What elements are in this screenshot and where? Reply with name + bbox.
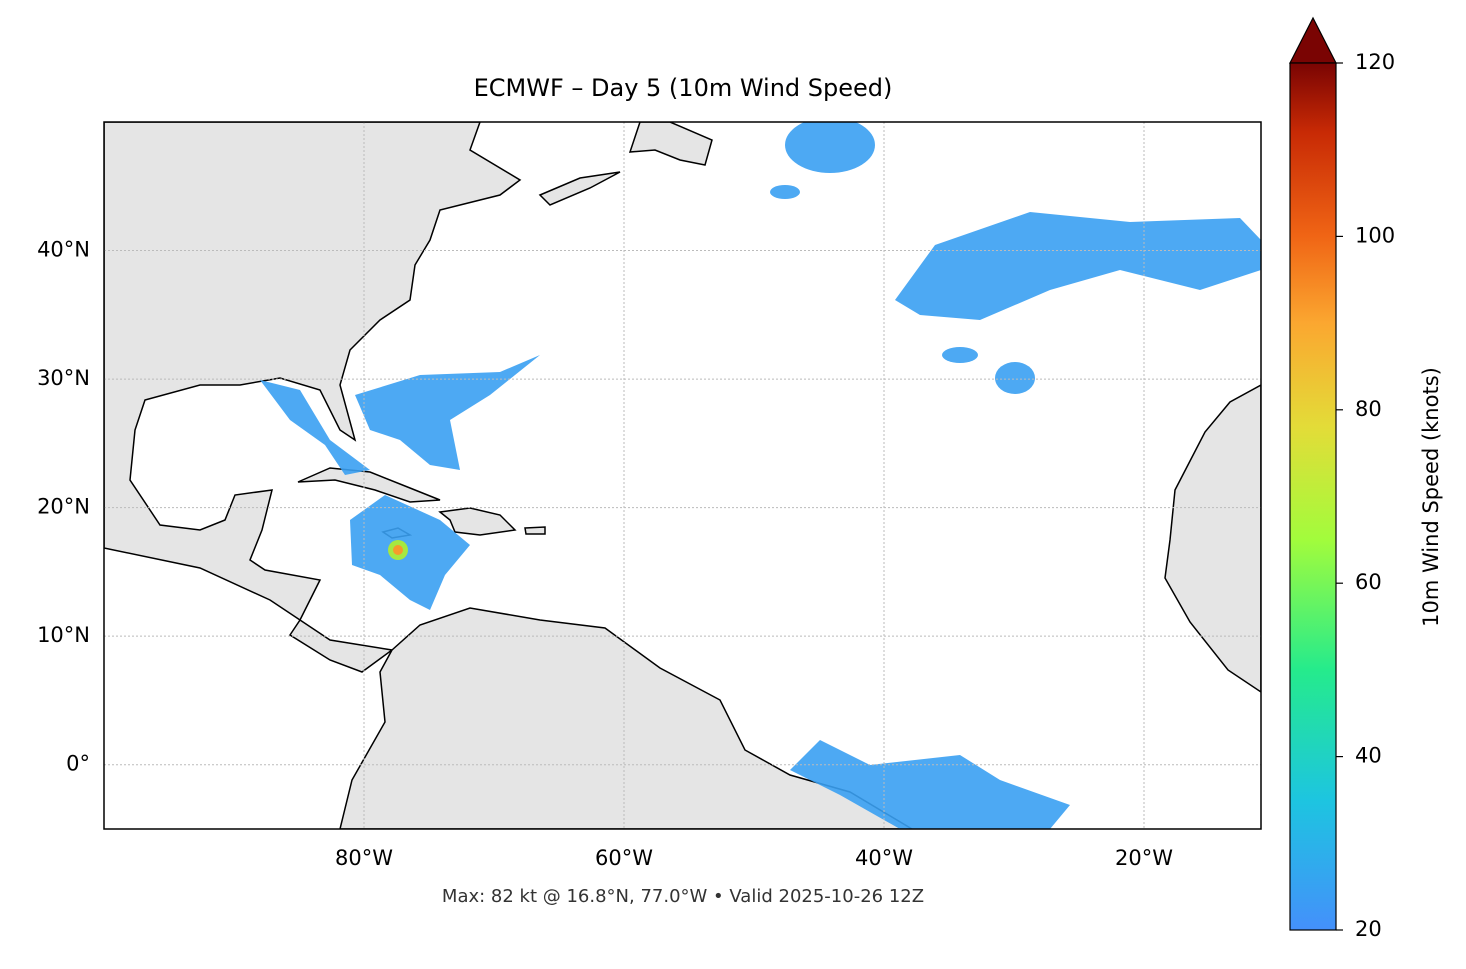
colorbar-tick-label: 100 xyxy=(1355,223,1395,247)
y-tick-label: 40°N xyxy=(37,238,90,262)
wind-area xyxy=(350,495,470,610)
grid xyxy=(104,122,1261,829)
newfoundland xyxy=(628,122,713,166)
map-frame xyxy=(103,121,1262,830)
wind-area xyxy=(260,380,370,475)
colorbar-tick-label: 80 xyxy=(1355,397,1382,421)
wind-field xyxy=(260,122,1261,829)
map-area xyxy=(104,122,1261,829)
wind-area xyxy=(995,362,1035,394)
north-america xyxy=(104,122,522,673)
wind-area xyxy=(895,212,1261,320)
colorbar-tick-label: 120 xyxy=(1355,50,1395,74)
africa xyxy=(1164,384,1261,693)
y-tick-label: 0° xyxy=(66,752,90,776)
colorbar-tick-label: 20 xyxy=(1355,917,1382,941)
axes: 80°W 60°W 40°W 20°W 0° 10°N 20°N 30°N 40°N 20 40 60… xyxy=(37,50,1395,941)
x-tick-label: 80°W xyxy=(335,846,393,870)
south-america xyxy=(339,607,914,829)
colorbar-extend xyxy=(1289,16,1337,64)
x-tick-label: 40°W xyxy=(855,846,913,870)
wind-area xyxy=(790,740,1070,829)
storm-core xyxy=(393,545,403,555)
wind-area xyxy=(942,347,978,363)
y-tick-label: 20°N xyxy=(37,495,90,519)
wind-area xyxy=(770,185,800,199)
y-tick-label: 10°N xyxy=(37,623,90,647)
colorbar-label: 10m Wind Speed (knots) xyxy=(1419,367,1443,627)
wind-area xyxy=(785,122,875,173)
x-tick-label: 20°W xyxy=(1115,846,1173,870)
nova-scotia xyxy=(538,171,621,206)
puerto-rico xyxy=(524,526,546,535)
colorbar-tick-label: 40 xyxy=(1355,744,1382,768)
footnote: Max: 82 kt @ 16.8°N, 77.0°W • Valid 2025… xyxy=(442,886,924,907)
hispaniola xyxy=(438,507,517,536)
wind-area xyxy=(355,355,540,470)
colorbar-tick-label: 60 xyxy=(1355,570,1382,594)
y-tick-label: 30°N xyxy=(37,366,90,390)
title: ECMWF – Day 5 (10m Wind Speed) xyxy=(474,74,893,102)
colorbar xyxy=(1289,62,1337,931)
x-tick-label: 60°W xyxy=(595,846,653,870)
